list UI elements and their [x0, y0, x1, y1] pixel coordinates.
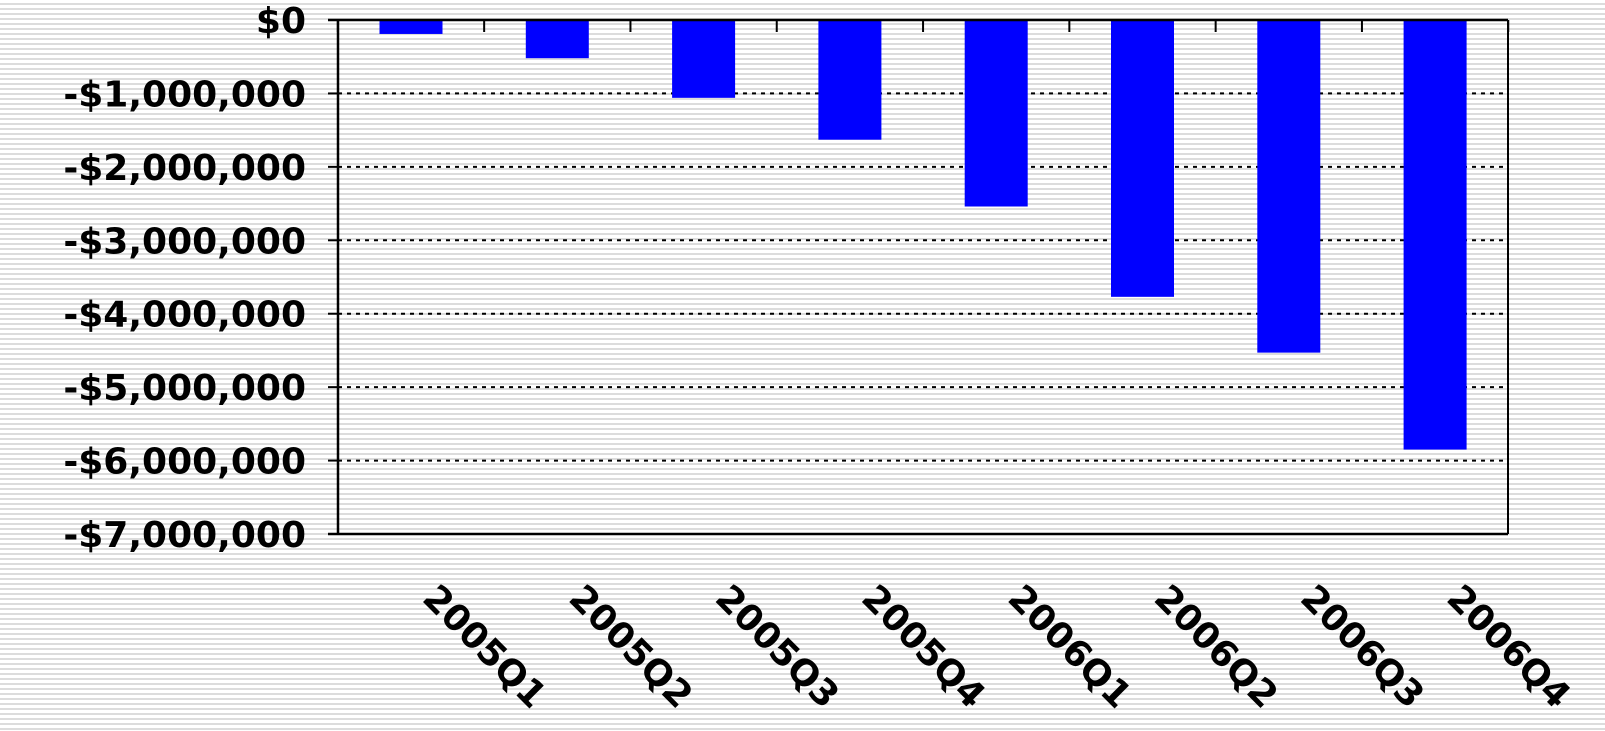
- bar: [818, 20, 882, 140]
- y-tick-label: -$3,000,000: [63, 221, 306, 262]
- x-tick-label: 2006Q1: [1000, 577, 1139, 716]
- bar: [379, 20, 443, 34]
- x-tick-marks: [336, 20, 1510, 32]
- bar: [1257, 20, 1321, 353]
- x-tick-label: 2005Q4: [854, 577, 993, 716]
- plot-area: [338, 20, 1508, 534]
- x-tick-label: 2006Q2: [1146, 577, 1285, 716]
- bar: [964, 20, 1028, 207]
- y-tick-label: -$4,000,000: [63, 295, 306, 336]
- gridlines: [328, 19, 1508, 535]
- bar: [525, 20, 589, 59]
- bar: [1111, 20, 1174, 297]
- bar: [672, 20, 736, 98]
- bars: [379, 20, 1467, 450]
- x-tick-label: 2005Q3: [707, 577, 846, 716]
- y-tick-labels: $0 -$1,000,000 -$2,000,000 -$3,000,000 -$4,0…: [63, 1, 306, 556]
- bar: [1403, 20, 1467, 450]
- x-tick-label: 2006Q3: [1292, 577, 1431, 716]
- y-tick-label: -$6,000,000: [63, 442, 306, 483]
- x-tick-labels: 2005Q1 2005Q2 2005Q3 2005Q4 2006Q1 2006Q2 2006…: [415, 577, 1578, 716]
- y-tick-label: -$1,000,000: [63, 74, 306, 115]
- y-tick-label: $0: [256, 1, 306, 42]
- x-tick-label: 2005Q2: [561, 577, 700, 716]
- y-tick-label: -$7,000,000: [63, 515, 306, 556]
- x-tick-label: 2005Q1: [415, 577, 554, 716]
- y-tick-label: -$5,000,000: [63, 368, 306, 409]
- y-tick-label: -$2,000,000: [63, 148, 306, 189]
- x-tick-label: 2006Q4: [1439, 577, 1578, 716]
- axes: [328, 18, 1509, 536]
